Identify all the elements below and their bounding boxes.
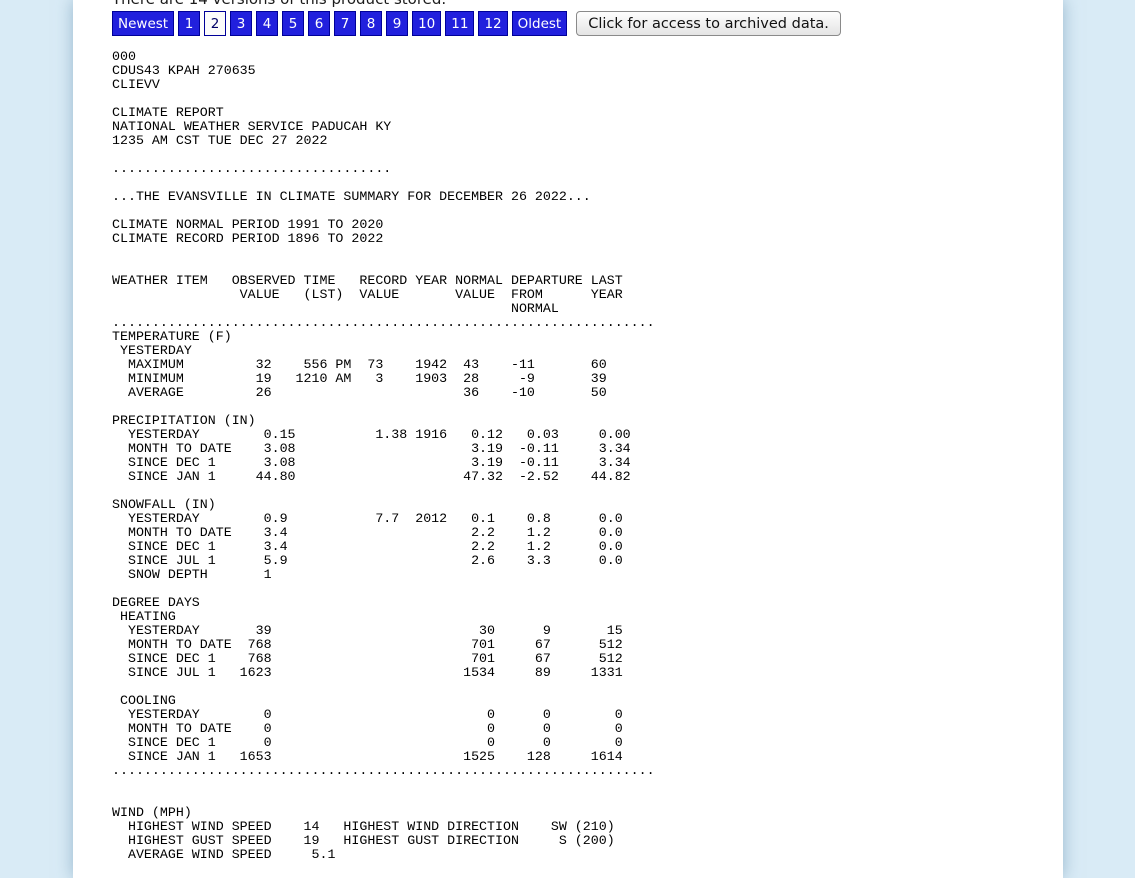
version-button-oldest[interactable]: Oldest <box>511 11 568 36</box>
version-button-5[interactable]: 5 <box>282 11 305 36</box>
version-button-12[interactable]: 12 <box>478 11 508 36</box>
version-button-11[interactable]: 11 <box>445 11 475 36</box>
version-button-8[interactable]: 8 <box>360 11 383 36</box>
version-toolbar: Newest 1 2 3 4 5 6 7 8 9 10 11 12 Oldest… <box>112 11 841 36</box>
version-button-1[interactable]: 1 <box>178 11 201 36</box>
version-button-7[interactable]: 7 <box>334 11 357 36</box>
version-button-4[interactable]: 4 <box>256 11 279 36</box>
product-page: There are 14 versions of this product st… <box>73 0 1063 878</box>
version-button-2[interactable]: 2 <box>204 11 227 36</box>
version-button-6[interactable]: 6 <box>308 11 331 36</box>
versions-note: There are 14 versions of this product st… <box>112 0 446 8</box>
archive-access-button[interactable]: Click for access to archived data. <box>576 11 841 36</box>
version-button-newest[interactable]: Newest <box>112 11 175 36</box>
version-button-10[interactable]: 10 <box>412 11 442 36</box>
version-button-3[interactable]: 3 <box>230 11 253 36</box>
version-button-9[interactable]: 9 <box>386 11 409 36</box>
climate-report-text: 000 CDUS43 KPAH 270635 CLIEVV CLIMATE RE… <box>112 49 655 862</box>
